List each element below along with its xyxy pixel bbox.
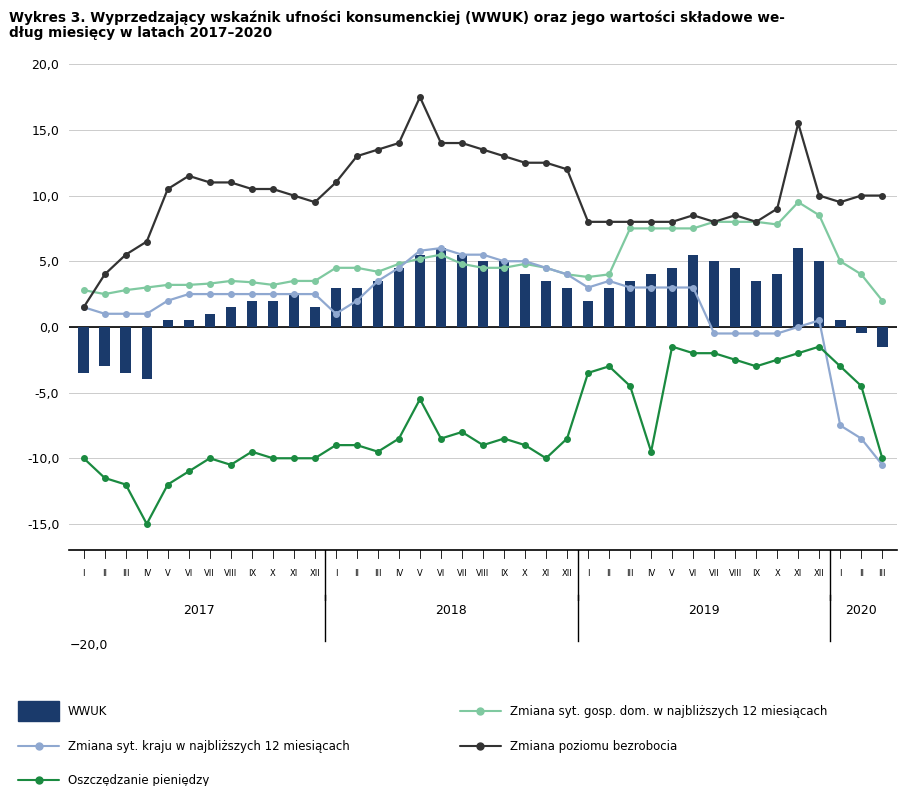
Bar bbox=[709, 261, 719, 327]
Bar bbox=[267, 300, 278, 327]
Text: II: II bbox=[102, 569, 108, 578]
Bar bbox=[163, 321, 173, 327]
Text: VII: VII bbox=[456, 569, 467, 578]
Text: II: II bbox=[857, 569, 863, 578]
Text: XII: XII bbox=[562, 569, 572, 578]
Bar bbox=[204, 314, 215, 327]
Text: IX: IX bbox=[751, 569, 759, 578]
Bar bbox=[792, 248, 802, 327]
Text: VII: VII bbox=[204, 569, 215, 578]
Bar bbox=[18, 701, 59, 721]
Text: VIII: VIII bbox=[224, 569, 237, 578]
Bar bbox=[687, 255, 698, 327]
Text: V: V bbox=[668, 569, 675, 578]
Bar bbox=[834, 321, 845, 327]
Text: Zmiana poziomu bezrobocia: Zmiana poziomu bezrobocia bbox=[509, 740, 676, 753]
Text: X: X bbox=[269, 569, 276, 578]
Text: IV: IV bbox=[646, 569, 654, 578]
Bar bbox=[414, 255, 425, 327]
Text: 2019: 2019 bbox=[687, 604, 719, 617]
Text: II: II bbox=[606, 569, 611, 578]
Bar bbox=[310, 307, 320, 327]
Text: XII: XII bbox=[309, 569, 320, 578]
Bar bbox=[330, 288, 341, 327]
Text: X: X bbox=[522, 569, 528, 578]
Text: Wykres 3. Wyprzedzający wskaźnik ufności konsumenckiej (WWUK) oraz jego wartości: Wykres 3. Wyprzedzający wskaźnik ufności… bbox=[9, 10, 784, 24]
Bar bbox=[78, 327, 89, 373]
Text: VII: VII bbox=[708, 569, 719, 578]
Text: VI: VI bbox=[688, 569, 697, 578]
Bar bbox=[456, 255, 467, 327]
Bar bbox=[624, 281, 635, 327]
Bar bbox=[246, 300, 256, 327]
Text: I: I bbox=[586, 569, 589, 578]
Text: V: V bbox=[416, 569, 423, 578]
Bar bbox=[813, 261, 823, 327]
Text: VI: VI bbox=[185, 569, 193, 578]
Text: IV: IV bbox=[142, 569, 151, 578]
Bar bbox=[645, 274, 655, 327]
Text: I: I bbox=[83, 569, 85, 578]
Text: IV: IV bbox=[394, 569, 403, 578]
Bar bbox=[477, 261, 488, 327]
Bar bbox=[540, 281, 550, 327]
Text: VI: VI bbox=[437, 569, 445, 578]
Text: IX: IX bbox=[499, 569, 507, 578]
Text: Zmiana syt. kraju w najbliższych 12 miesiącach: Zmiana syt. kraju w najbliższych 12 mies… bbox=[68, 740, 349, 753]
Text: −20,0: −20,0 bbox=[70, 639, 108, 652]
Text: I: I bbox=[335, 569, 336, 578]
Text: XI: XI bbox=[793, 569, 801, 578]
Bar bbox=[583, 300, 593, 327]
Text: 2020: 2020 bbox=[845, 604, 876, 617]
Bar bbox=[876, 327, 887, 347]
Bar bbox=[666, 268, 676, 327]
Text: Oszczędzanie pieniędzy: Oszczędzanie pieniędzy bbox=[68, 774, 209, 786]
Bar bbox=[436, 248, 446, 327]
Bar bbox=[351, 288, 362, 327]
Bar bbox=[519, 274, 529, 327]
Bar bbox=[372, 281, 382, 327]
Text: III: III bbox=[374, 569, 381, 578]
Text: 2018: 2018 bbox=[435, 604, 467, 617]
Bar bbox=[603, 288, 614, 327]
Text: VIII: VIII bbox=[476, 569, 489, 578]
Text: XII: XII bbox=[813, 569, 823, 578]
Bar bbox=[393, 268, 403, 327]
Text: V: V bbox=[165, 569, 170, 578]
Bar bbox=[120, 327, 130, 373]
Bar bbox=[183, 321, 194, 327]
Text: I: I bbox=[838, 569, 841, 578]
Text: IX: IX bbox=[247, 569, 255, 578]
Text: XI: XI bbox=[289, 569, 298, 578]
Text: X: X bbox=[774, 569, 779, 578]
Text: 2017: 2017 bbox=[183, 604, 215, 617]
Text: Zmiana syt. gosp. dom. w najbliższych 12 miesiącach: Zmiana syt. gosp. dom. w najbliższych 12… bbox=[509, 705, 826, 718]
Bar bbox=[562, 288, 572, 327]
Text: WWUK: WWUK bbox=[68, 705, 107, 718]
Text: dług miesięcy w latach 2017–2020: dług miesięcy w latach 2017–2020 bbox=[9, 26, 272, 40]
Text: III: III bbox=[878, 569, 885, 578]
Bar bbox=[729, 268, 740, 327]
Bar bbox=[99, 327, 110, 366]
Text: III: III bbox=[626, 569, 633, 578]
Text: VIII: VIII bbox=[728, 569, 741, 578]
Bar bbox=[289, 294, 299, 327]
Bar bbox=[142, 327, 152, 380]
Bar bbox=[750, 281, 761, 327]
Bar bbox=[498, 261, 509, 327]
Text: II: II bbox=[354, 569, 359, 578]
Text: XI: XI bbox=[541, 569, 550, 578]
Bar bbox=[855, 327, 866, 333]
Bar bbox=[771, 274, 782, 327]
Text: III: III bbox=[122, 569, 130, 578]
Bar bbox=[225, 307, 236, 327]
